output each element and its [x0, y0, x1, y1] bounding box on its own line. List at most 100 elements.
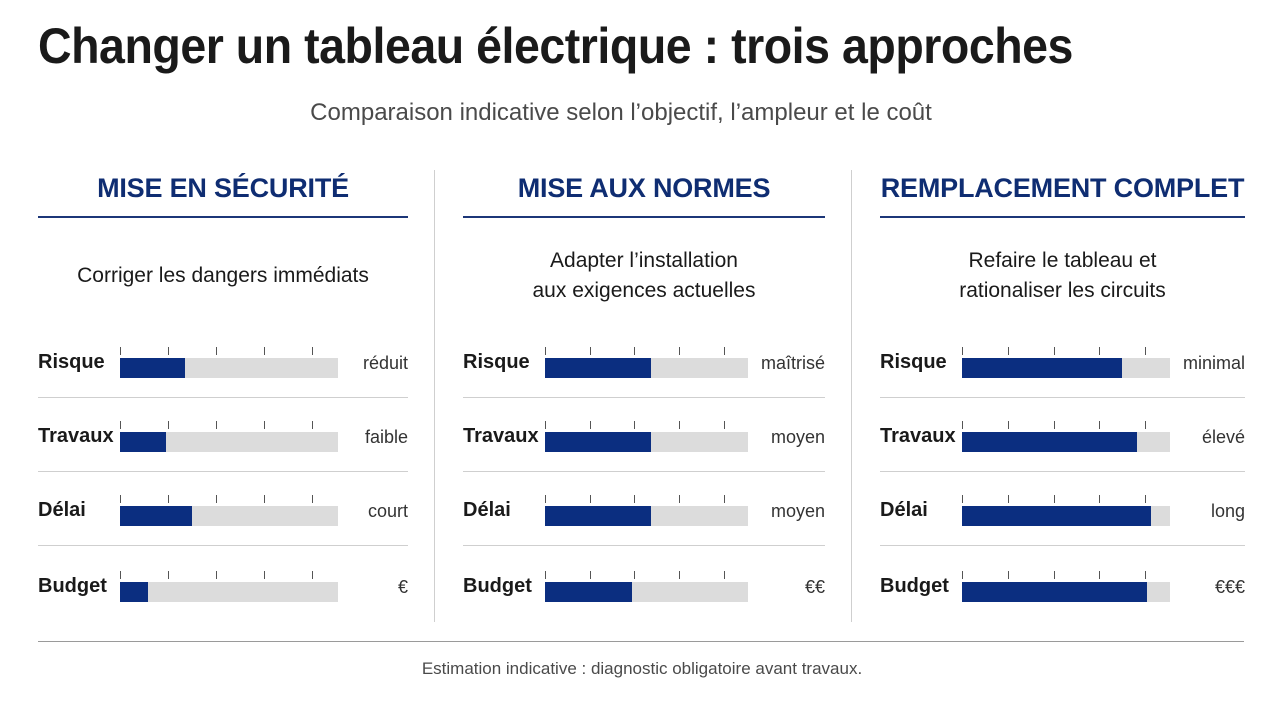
metric-value: long	[1210, 501, 1245, 521]
bar-track	[962, 347, 1170, 378]
scale-tick	[634, 495, 635, 503]
scale-tick	[1054, 495, 1055, 503]
scale-tick	[216, 347, 217, 355]
column-description: Refaire le tableau et rationaliser les c…	[959, 249, 1166, 302]
row-divider	[38, 545, 408, 546]
metric-value: maîtrisé	[760, 353, 825, 373]
scale-tick	[312, 347, 313, 355]
scale-tick	[312, 571, 313, 579]
page-subtitle: Comparaison indicative selon l’objectif,…	[310, 99, 932, 126]
metric-row: Budget €	[38, 548, 408, 602]
metric-label: Budget	[38, 575, 107, 597]
metric-value: €€€	[1214, 577, 1245, 597]
scale-tick	[724, 421, 725, 429]
bar-track	[545, 347, 748, 378]
metric-label: Budget	[463, 575, 532, 597]
scale-tick	[216, 571, 217, 579]
scale-tick	[1145, 347, 1146, 355]
scale-tick	[634, 571, 635, 579]
bar-fill	[545, 432, 651, 452]
scale-tick	[724, 347, 725, 355]
metric-row: Travaux élevé	[880, 398, 1245, 472]
bar-track	[962, 495, 1170, 526]
metric-value: faible	[364, 427, 408, 447]
metric-row: Risque réduit	[38, 324, 408, 398]
scale-tick	[1054, 571, 1055, 579]
scale-tick	[962, 347, 963, 355]
bar-fill	[120, 582, 149, 602]
scale-tick	[679, 347, 680, 355]
scale-tick	[168, 421, 169, 429]
bar-track	[545, 421, 748, 452]
metric-label: Risque	[38, 351, 105, 373]
metric-value: minimal	[1182, 353, 1245, 373]
scale-tick	[724, 495, 725, 503]
metric-value: €€	[804, 577, 825, 597]
column-divider	[851, 170, 852, 622]
scale-tick	[1054, 421, 1055, 429]
scale-tick	[679, 421, 680, 429]
metric-label: Travaux	[880, 425, 956, 447]
metric-row: Travaux faible	[38, 398, 408, 472]
scale-tick	[264, 347, 265, 355]
scale-tick	[264, 421, 265, 429]
scale-tick	[962, 571, 963, 579]
scale-tick	[1099, 347, 1100, 355]
scale-tick	[1145, 421, 1146, 429]
scale-tick	[1145, 571, 1146, 579]
scale-tick	[168, 495, 169, 503]
row-divider	[880, 471, 1245, 472]
column-mise-aux-normes: MISE AUX NORMES Adapter l’installation a…	[463, 166, 825, 626]
bar-fill	[120, 358, 186, 378]
scale-tick	[590, 571, 591, 579]
scale-tick	[545, 495, 546, 503]
bar-track	[120, 495, 338, 526]
footer-divider	[38, 641, 1244, 642]
scale-tick	[590, 421, 591, 429]
scale-tick	[216, 495, 217, 503]
metric-value: moyen	[770, 427, 825, 447]
metric-value: €	[397, 577, 408, 597]
column-header: MISE EN SÉCURITÉ	[38, 166, 408, 218]
metric-label: Travaux	[463, 425, 539, 447]
scale-tick	[1008, 421, 1009, 429]
metric-label: Délai	[880, 499, 928, 521]
footer-note: Estimation indicative : diagnostic oblig…	[421, 659, 863, 678]
scale-tick	[679, 495, 680, 503]
column-description: Corriger les dangers immédiats	[77, 264, 369, 287]
metric-label: Risque	[463, 351, 530, 373]
row-divider	[880, 397, 1245, 398]
row-divider	[463, 471, 825, 472]
scale-tick	[590, 495, 591, 503]
bar-fill	[120, 506, 192, 526]
column-description: Adapter l’installation aux exigences act…	[532, 249, 756, 302]
scale-tick	[1008, 347, 1009, 355]
column-header: REMPLACEMENT COMPLET	[880, 166, 1245, 218]
scale-tick	[168, 347, 169, 355]
column-mise-en-securite: MISE EN SÉCURITÉ Corriger les dangers im…	[38, 166, 408, 626]
bar-fill	[962, 432, 1137, 452]
metric-row: Risque maîtrisé	[463, 324, 825, 398]
scale-tick	[312, 495, 313, 503]
metric-row: Budget €€€	[880, 548, 1245, 602]
bar-fill	[962, 506, 1152, 526]
row-divider	[38, 397, 408, 398]
metric-value: réduit	[362, 353, 408, 373]
column-remplacement-complet: REMPLACEMENT COMPLET Refaire le tableau …	[880, 166, 1245, 626]
metric-row: Risque minimal	[880, 324, 1245, 398]
bar-track	[545, 571, 748, 602]
scale-tick	[120, 347, 121, 355]
bar-track	[120, 571, 338, 602]
metric-label: Risque	[880, 351, 947, 373]
column-header: MISE AUX NORMES	[463, 166, 825, 218]
metric-value: moyen	[770, 501, 825, 521]
scale-tick	[962, 495, 963, 503]
scale-tick	[545, 421, 546, 429]
scale-tick	[120, 571, 121, 579]
scale-tick	[590, 347, 591, 355]
metric-label: Délai	[463, 499, 511, 521]
metric-label: Budget	[880, 575, 949, 597]
scale-tick	[216, 421, 217, 429]
scale-tick	[1008, 495, 1009, 503]
scale-tick	[634, 347, 635, 355]
